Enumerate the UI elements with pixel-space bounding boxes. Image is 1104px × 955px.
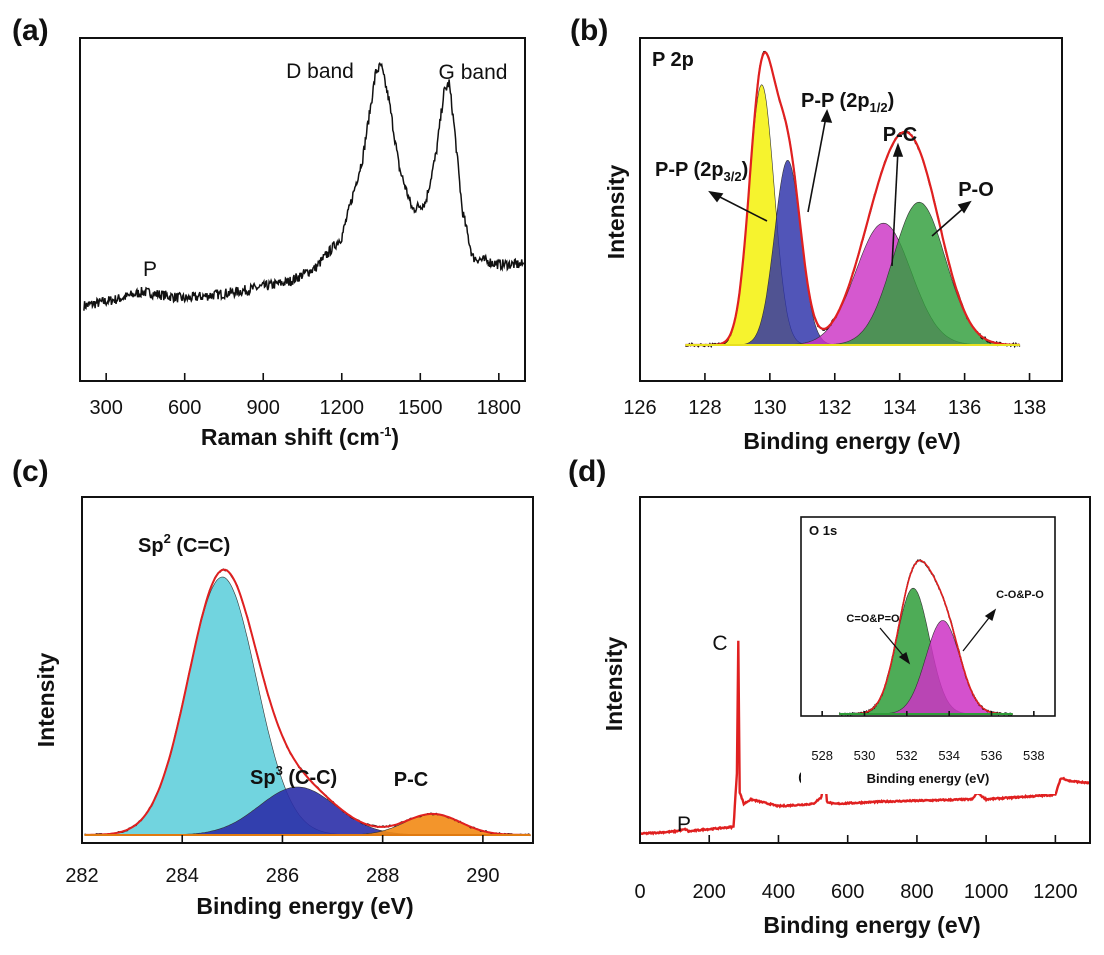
- panel-c-plot: [84, 568, 531, 837]
- panel-a-letter: (a): [12, 14, 49, 47]
- panel-b-frame: [639, 37, 1063, 382]
- panel-a-x-ticks: 300 600 900 1200 1500 1800: [89, 373, 521, 419]
- ticks-d-label: 400: [762, 881, 795, 903]
- panel-b-x-axis-title: Binding energy (eV): [743, 428, 960, 454]
- panel-d-x-axis-title: Binding energy (eV): [763, 912, 980, 938]
- peak-label-p-o: P-O: [958, 179, 994, 201]
- ticks-d-label: 0: [634, 881, 645, 903]
- ticks-inset-label: 534: [938, 748, 960, 763]
- panel-a-plot: [83, 61, 525, 311]
- ticks-inset-label: 532: [896, 748, 918, 763]
- inset-o1s: O 1s 528 530 532 534 536 538 Binding energy (…: [800, 516, 1056, 794]
- ticks-d-label: 600: [831, 881, 864, 903]
- peak-label-sp3: Sp3 (C-C): [250, 763, 337, 789]
- peak-label-p-c-c1s: P-C: [394, 769, 428, 791]
- panel-b-arrows: [708, 108, 972, 267]
- panel-b-letter: (b): [570, 14, 608, 47]
- panel-d-x-ticks: 0 200 400 600 800 1000 1200: [634, 835, 1078, 903]
- ticks-b-label: 134: [883, 397, 916, 419]
- peak-label-p-p-2p12: P-P (2p1/2): [801, 90, 894, 115]
- ticks-b-label: 138: [1013, 397, 1046, 419]
- arrow-head-p-c: [892, 142, 904, 157]
- ticks-c-label: 284: [166, 865, 199, 887]
- ticks-d-label: 1000: [964, 881, 1009, 903]
- arrow-p-o: [931, 205, 967, 237]
- ticks-inset-label: 530: [854, 748, 876, 763]
- panel-c-x-ticks: 282 284 286 288 290: [65, 835, 500, 887]
- panel-a-frame: [79, 37, 526, 382]
- inset-arrow-c-o: [879, 627, 907, 660]
- panel-d-frame: [639, 496, 1091, 844]
- inset-arrows: [879, 608, 997, 665]
- arrow-p-c: [891, 149, 899, 267]
- ticks-d-label: 800: [900, 881, 933, 903]
- panel-d: (d) 0 200 400 600 800 1000 1200 Binding energy…: [568, 455, 1091, 938]
- panel-d-y-axis-title: Intensity: [601, 637, 627, 732]
- inset-arrow-head-c-o-p-o: [984, 608, 997, 622]
- inset-frame: [800, 516, 1056, 717]
- ticks-d-label: 1200: [1033, 881, 1078, 903]
- panel-c-frame: [81, 496, 534, 844]
- ticks-b-label: 128: [688, 397, 721, 419]
- ticks-a-label: 900: [247, 397, 280, 419]
- peak-label-p-c: P-C: [883, 124, 917, 146]
- ticks-c-label: 282: [65, 865, 98, 887]
- ticks-inset-label: 538: [1023, 748, 1045, 763]
- ticks-c-label: 286: [266, 865, 299, 887]
- panel-b: (b) P 2p 126 128 130 132 134 136 138 Binding e…: [570, 14, 1063, 454]
- ticks-b-label: 126: [623, 397, 656, 419]
- ticks-b-label: 136: [948, 397, 981, 419]
- plot-inset-fit-envelope: [839, 559, 1013, 715]
- inset-x-ticks: 528 530 532 534 536 538: [811, 711, 1045, 763]
- peak-label-sp2: Sp2 (C=C): [138, 531, 230, 557]
- panel-c: (c) 282 284 286 288 290 Binding energy (eV) …: [12, 455, 534, 919]
- arrow-p-p-2p12: [807, 116, 827, 213]
- inset-title: O 1s: [809, 523, 837, 538]
- arrow-p-p-2p32: [713, 193, 768, 222]
- panel-b-y-axis-title: Intensity: [603, 165, 629, 260]
- ticks-b-label: 132: [818, 397, 851, 419]
- ticks-a-label: 300: [89, 397, 122, 419]
- annotation-g-band: G band: [439, 61, 508, 84]
- inset-peak-label-c-o-p-o: C-O&P-O: [996, 589, 1044, 601]
- panel-b-title: P 2p: [652, 49, 694, 71]
- arrow-head-p-p-2p12: [820, 108, 833, 123]
- inset-arrow-head-c-o: [898, 651, 911, 665]
- panel-b-x-ticks: 126 128 130 132 134 136 138: [623, 373, 1046, 419]
- panel-a: (a) 300 600 900 1200 1500 1800 Raman shift (c…: [12, 14, 526, 450]
- ticks-a-label: 1800: [477, 397, 522, 419]
- ticks-c-label: 290: [466, 865, 499, 887]
- annotation-d-band: D band: [286, 60, 354, 83]
- inset-peak-label-c-o: C=O&P=O: [846, 613, 900, 625]
- ticks-a-label: 1200: [320, 397, 365, 419]
- ticks-a-label: 600: [168, 397, 201, 419]
- ticks-a-label: 1500: [398, 397, 443, 419]
- inset-arrow-c-o-p-o: [962, 613, 993, 652]
- raman-spectrum-line: [83, 61, 525, 311]
- plot-c-fit-envelope: [84, 568, 531, 836]
- plot-b-fit-envelope: [685, 50, 1020, 347]
- annotation-p: P: [143, 258, 157, 281]
- ticks-c-label: 288: [366, 865, 399, 887]
- survey-spectrum-line: [640, 640, 1090, 836]
- survey-label-c: C: [712, 632, 727, 655]
- panel-c-x-axis-title: Binding energy (eV): [196, 893, 413, 919]
- panel-d-plot: [640, 640, 1090, 836]
- panel-d-letter: (d): [568, 455, 606, 488]
- inset-x-axis-title: Binding energy (eV): [867, 771, 990, 786]
- panel-a-x-axis-title: Raman shift (cm-1): [201, 424, 399, 450]
- panel-c-y-axis-title: Intensity: [33, 653, 59, 748]
- ticks-inset-label: 528: [811, 748, 833, 763]
- ticks-b-label: 130: [753, 397, 786, 419]
- arrow-head-p-o: [957, 200, 972, 214]
- panel-b-plot: [685, 50, 1021, 349]
- peak-label-p-p-2p32: P-P (2p3/2): [655, 159, 748, 184]
- ticks-d-label: 200: [693, 881, 726, 903]
- panel-c-letter: (c): [12, 455, 49, 488]
- survey-label-p: P: [677, 813, 691, 836]
- inset-plot: [838, 559, 1014, 717]
- ticks-inset-label: 536: [981, 748, 1003, 763]
- arrow-head-p-p-2p32: [708, 190, 724, 203]
